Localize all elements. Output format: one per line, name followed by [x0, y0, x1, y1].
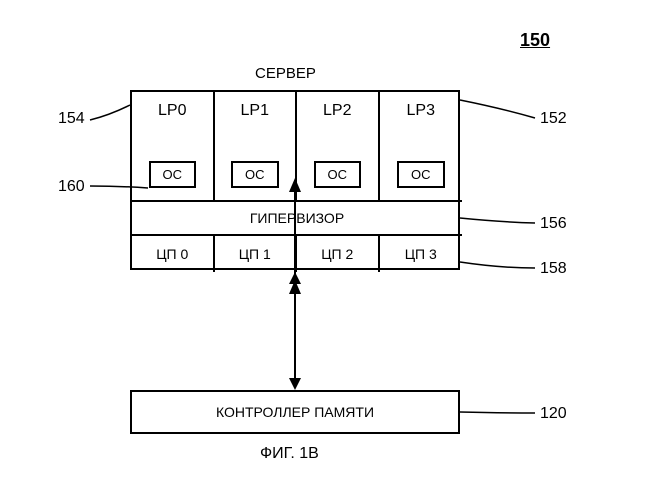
figure-caption: ФИГ. 1В — [260, 445, 319, 463]
cpu-cell-0: ЦП 0 — [132, 236, 215, 272]
callout-158: 158 — [540, 260, 567, 278]
cpu-row: ЦП 0 ЦП 1 ЦП 2 ЦП 3 — [132, 236, 462, 272]
callout-120: 120 — [540, 405, 567, 423]
os-box: ОС — [231, 161, 279, 188]
partition-label: LP3 — [407, 98, 435, 120]
server-title: СЕРВЕР — [255, 65, 316, 82]
cpu-cell-3: ЦП 3 — [380, 236, 463, 272]
cpu-cell-2: ЦП 2 — [297, 236, 380, 272]
hypervisor-row: ГИПЕРВИЗОР — [132, 202, 462, 236]
server-box: LP0 ОС LP1 ОС LP2 ОС LP3 ОС ГИПЕРВИЗОР Ц… — [130, 90, 460, 270]
callout-152: 152 — [540, 110, 567, 128]
callout-156: 156 — [540, 215, 567, 233]
os-box: ОС — [314, 161, 362, 188]
diagram-root: 150 СЕРВЕР LP0 ОС LP1 ОС LP2 ОС LP3 ОС Г… — [0, 0, 657, 500]
os-box: ОС — [149, 161, 197, 188]
partition-label: LP0 — [158, 98, 186, 120]
memory-controller-box: КОНТРОЛЛЕР ПАМЯТИ — [130, 390, 460, 434]
partition-lp1: LP1 ОС — [215, 92, 298, 200]
partition-row: LP0 ОС LP1 ОС LP2 ОС LP3 ОС — [132, 92, 462, 202]
partition-label: LP2 — [323, 98, 351, 120]
partition-lp2: LP2 ОС — [297, 92, 380, 200]
partition-label: LP1 — [241, 98, 269, 120]
callout-154: 154 — [58, 110, 85, 128]
os-box: ОС — [397, 161, 445, 188]
partition-lp0: LP0 ОС — [132, 92, 215, 200]
cpu-cell-1: ЦП 1 — [215, 236, 298, 272]
partition-lp3: LP3 ОС — [380, 92, 463, 200]
figure-number: 150 — [520, 30, 550, 51]
callout-160: 160 — [58, 178, 85, 196]
